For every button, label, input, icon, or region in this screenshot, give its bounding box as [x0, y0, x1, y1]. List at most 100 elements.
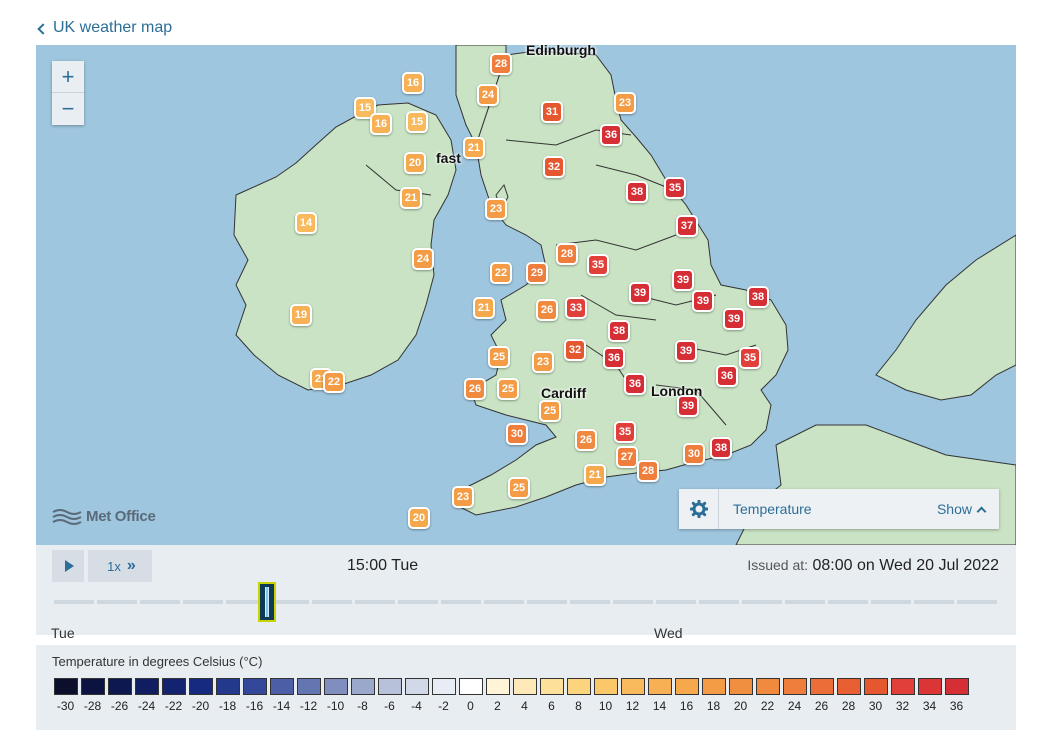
- zoom-in-button[interactable]: +: [52, 61, 84, 93]
- temperature-marker[interactable]: 21: [584, 464, 606, 486]
- temperature-marker[interactable]: 16: [402, 72, 424, 94]
- weather-map[interactable]: + − Edinburgh fast Cardiff London 28 16 24…: [36, 45, 1016, 545]
- timeline-track[interactable]: [54, 600, 999, 606]
- timeline-segment[interactable]: [656, 600, 696, 604]
- timeline-segment[interactable]: [742, 600, 782, 604]
- legend-level-label: 0: [467, 699, 474, 713]
- temperature-marker[interactable]: 38: [747, 286, 769, 308]
- temperature-marker[interactable]: 32: [543, 156, 565, 178]
- temperature-marker[interactable]: 20: [404, 152, 426, 174]
- timeline-segment[interactable]: [183, 600, 223, 604]
- temperature-marker[interactable]: 39: [692, 290, 714, 312]
- temperature-marker[interactable]: 25: [508, 477, 530, 499]
- temperature-marker[interactable]: 22: [490, 262, 512, 284]
- legend-level-label: 2: [494, 699, 501, 713]
- temperature-marker[interactable]: 38: [710, 437, 732, 459]
- back-link[interactable]: UK weather map: [37, 19, 172, 37]
- timeline-segment[interactable]: [613, 600, 653, 604]
- legend-item: 16: [673, 678, 700, 713]
- layer-show-toggle[interactable]: Show: [937, 501, 999, 517]
- temperature-marker[interactable]: 31: [541, 101, 563, 123]
- temperature-marker[interactable]: 21: [400, 187, 422, 209]
- temperature-marker[interactable]: 26: [464, 378, 486, 400]
- temperature-marker[interactable]: 24: [477, 84, 499, 106]
- temperature-marker[interactable]: 39: [723, 308, 745, 330]
- temperature-marker[interactable]: 36: [716, 365, 738, 387]
- temperature-marker[interactable]: 39: [677, 395, 699, 417]
- temperature-marker[interactable]: 19: [290, 304, 312, 326]
- temperature-marker[interactable]: 25: [488, 346, 510, 368]
- temperature-marker[interactable]: 16: [370, 113, 392, 135]
- temperature-marker[interactable]: 35: [587, 254, 609, 276]
- temperature-marker[interactable]: 38: [626, 181, 648, 203]
- temperature-marker[interactable]: 22: [323, 371, 345, 393]
- temperature-marker[interactable]: 23: [452, 486, 474, 508]
- temperature-marker[interactable]: 15: [406, 111, 428, 133]
- temperature-marker[interactable]: 33: [565, 297, 587, 319]
- legend-level-label: -14: [272, 699, 291, 713]
- slider-grip: [265, 587, 269, 617]
- temperature-marker[interactable]: 30: [683, 443, 705, 465]
- timeline-segment[interactable]: [140, 600, 180, 604]
- temperature-marker[interactable]: 39: [672, 269, 694, 291]
- play-button[interactable]: [52, 550, 84, 582]
- temperature-marker[interactable]: 20: [408, 507, 430, 529]
- timeline-segment[interactable]: [828, 600, 868, 604]
- temperature-marker[interactable]: 23: [485, 198, 507, 220]
- timeline-segment[interactable]: [484, 600, 524, 604]
- temperature-marker[interactable]: 36: [603, 347, 625, 369]
- timeline-segment[interactable]: [97, 600, 137, 604]
- timeline-segment[interactable]: [785, 600, 825, 604]
- timeline-segment[interactable]: [269, 600, 309, 604]
- temperature-marker[interactable]: 24: [412, 248, 434, 270]
- layer-settings-button[interactable]: [679, 489, 719, 529]
- temperature-marker[interactable]: 38: [608, 320, 630, 342]
- temperature-marker[interactable]: 28: [556, 243, 578, 265]
- timeline-segment[interactable]: [54, 600, 94, 604]
- legend-swatch: [161, 678, 186, 695]
- legend-level-label: -2: [438, 699, 449, 713]
- legend-item: -26: [106, 678, 133, 713]
- legend-level-label: 32: [895, 699, 910, 713]
- temperature-marker[interactable]: 30: [506, 423, 528, 445]
- timeline-segment[interactable]: [398, 600, 438, 604]
- temperature-marker[interactable]: 39: [675, 340, 697, 362]
- temperature-marker[interactable]: 35: [664, 177, 686, 199]
- timeline-segment[interactable]: [957, 600, 997, 604]
- temperature-marker[interactable]: 26: [536, 299, 558, 321]
- temperature-marker[interactable]: 35: [739, 347, 761, 369]
- timeline-segment[interactable]: [699, 600, 739, 604]
- temperature-marker[interactable]: 39: [629, 282, 651, 304]
- speed-button[interactable]: 1x »: [88, 550, 152, 582]
- city-label-cardiff: Cardiff: [541, 385, 587, 401]
- temperature-marker[interactable]: 23: [532, 351, 554, 373]
- timeline-segment[interactable]: [441, 600, 481, 604]
- timeline-slider-handle[interactable]: [258, 582, 276, 622]
- temperature-marker[interactable]: 28: [637, 460, 659, 482]
- temperature-marker[interactable]: 23: [614, 92, 636, 114]
- layer-name: Temperature: [733, 501, 812, 517]
- timeline-segment[interactable]: [570, 600, 610, 604]
- legend-level-label: -10: [326, 699, 345, 713]
- temperature-marker[interactable]: 26: [575, 429, 597, 451]
- timeline-segment[interactable]: [226, 600, 266, 604]
- temperature-marker[interactable]: 21: [463, 137, 485, 159]
- temperature-marker[interactable]: 21: [473, 297, 495, 319]
- timeline-segment[interactable]: [312, 600, 352, 604]
- zoom-out-button[interactable]: −: [61, 96, 75, 121]
- timeline-segment[interactable]: [914, 600, 954, 604]
- temperature-marker[interactable]: 37: [676, 215, 698, 237]
- timeline-segment[interactable]: [355, 600, 395, 604]
- temperature-marker[interactable]: 29: [526, 262, 548, 284]
- temperature-marker[interactable]: 32: [564, 339, 586, 361]
- timeline-segment[interactable]: [871, 600, 911, 604]
- temperature-marker[interactable]: 36: [600, 124, 622, 146]
- temperature-marker[interactable]: 35: [614, 421, 636, 443]
- temperature-marker[interactable]: 25: [539, 400, 561, 422]
- temperature-marker[interactable]: 36: [624, 373, 646, 395]
- temperature-marker[interactable]: 14: [295, 212, 317, 234]
- temperature-marker[interactable]: 25: [497, 378, 519, 400]
- temperature-marker[interactable]: 27: [616, 446, 638, 468]
- timeline-segment[interactable]: [527, 600, 567, 604]
- temperature-marker[interactable]: 28: [490, 53, 512, 75]
